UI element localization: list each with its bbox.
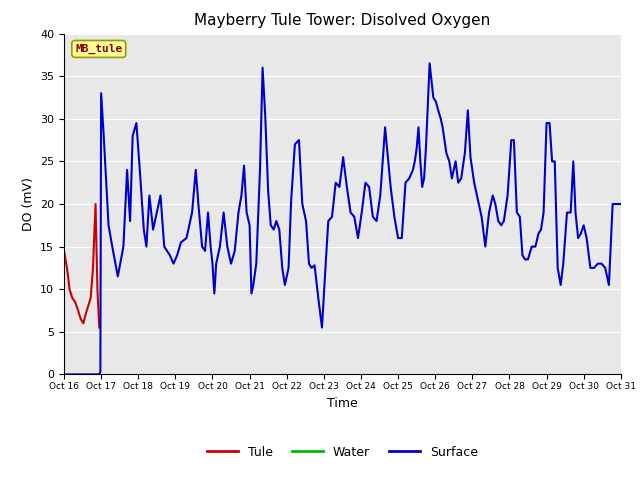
Legend: Tule, Water, Surface: Tule, Water, Surface (202, 441, 483, 464)
Title: Mayberry Tule Tower: Disolved Oxygen: Mayberry Tule Tower: Disolved Oxygen (195, 13, 490, 28)
X-axis label: Time: Time (327, 396, 358, 409)
Y-axis label: DO (mV): DO (mV) (22, 177, 35, 231)
Text: MB_tule: MB_tule (75, 44, 122, 54)
